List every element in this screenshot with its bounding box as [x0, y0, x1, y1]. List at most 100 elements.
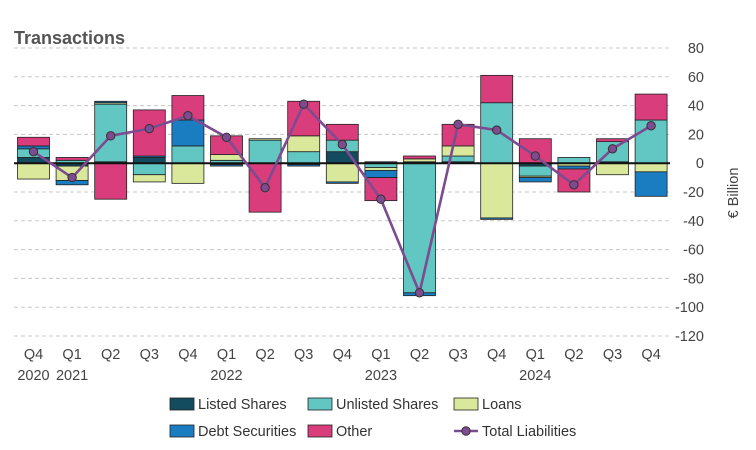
legend-swatch-loans: [453, 397, 479, 411]
y-tick-label: -100: [675, 300, 704, 316]
bar-other: [480, 74, 514, 104]
x-year-label: 2020: [17, 368, 49, 384]
bar-debt-securities: [171, 119, 205, 147]
bar-loans: [171, 162, 205, 184]
x-tick-label: Q4: [24, 347, 43, 363]
bar-debt-securities: [557, 165, 591, 170]
bar-debt-securities: [364, 169, 398, 178]
total-liabilities-point: [183, 110, 193, 121]
bar-other: [94, 162, 128, 200]
bar-unlisted-shares: [518, 165, 552, 177]
total-liabilities-point: [646, 121, 656, 131]
total-liabilities-point: [607, 144, 618, 154]
total-liabilities-point: [260, 182, 270, 193]
bar-unlisted-shares: [248, 139, 282, 164]
x-tick-label: Q2: [101, 347, 120, 363]
y-tick-label: -40: [683, 214, 704, 230]
y-tick-label: -60: [683, 243, 704, 259]
x-tick-label: Q3: [448, 347, 467, 363]
legend: Listed Shares Unlisted Shares Loans Debt Se…: [169, 397, 576, 440]
bar-loans: [480, 162, 514, 219]
x-year-label: 2021: [56, 368, 88, 384]
x-tick-label: Q4: [333, 347, 352, 363]
x-tick-label: Q4: [487, 347, 506, 363]
legend-label-loans: Loans: [482, 397, 522, 413]
y-tick-label: 40: [688, 99, 704, 115]
bar-unlisted-shares: [403, 162, 436, 294]
y-tick-label: 0: [696, 156, 704, 172]
bar-other: [403, 155, 436, 160]
legend-swatch-other: [307, 424, 333, 438]
bar-debt-securities: [518, 177, 552, 183]
legend-swatch-listed-shares: [169, 397, 195, 411]
y-tick-label: 20: [688, 127, 704, 143]
y-tick-label: -120: [675, 329, 704, 345]
legend-swatch-unlisted-shares: [307, 397, 333, 411]
total-liabilities-point: [376, 194, 386, 204]
x-tick-label: Q4: [178, 347, 197, 363]
y-tick-label: -80: [683, 271, 704, 287]
legend-label-listed-shares: Listed Shares: [198, 397, 287, 413]
bar-loans: [17, 162, 50, 180]
bar-other: [17, 136, 50, 147]
bar-debt-securities: [480, 217, 514, 220]
x-tick-label: Q1: [371, 347, 390, 363]
total-liabilities-point: [144, 123, 155, 134]
bar-unlisted-shares: [171, 145, 205, 164]
bar-loans: [441, 145, 475, 157]
total-liabilities-point: [106, 131, 116, 141]
bar-loans: [210, 154, 243, 161]
bar-debt-securities: [634, 171, 668, 197]
total-liabilities-point: [299, 99, 309, 109]
total-liabilities-point: [569, 180, 579, 190]
y-tick-label: 80: [688, 41, 704, 57]
total-liabilities-point: [492, 125, 502, 135]
bar-debt-securities: [325, 181, 359, 184]
x-tick-label: Q2: [564, 347, 583, 363]
bar-loans: [634, 162, 668, 173]
bar-debt-securities: [94, 100, 128, 104]
bar-debt-securities: [287, 164, 321, 167]
x-tick-label: Q4: [641, 347, 660, 363]
bar-loans: [403, 158, 436, 163]
total-liabilities-point: [337, 139, 347, 150]
bar-other: [55, 157, 89, 161]
bar-loans: [325, 162, 359, 183]
x-tick-label: Q3: [294, 347, 313, 363]
bar-loans: [132, 174, 166, 183]
bar-loans: [364, 167, 398, 171]
total-liabilities-point: [453, 119, 463, 130]
y-axis-label: € Billion: [726, 168, 742, 219]
total-liabilities-point: [221, 132, 232, 142]
legend-label-unlisted-shares: Unlisted Shares: [336, 397, 438, 413]
x-axis: Q4 2020 Q1 2021 Q2 Q3 Q4 Q1 2022 Q2 Q3 Q4 Q1 2023 Q2 Q3…: [17, 347, 660, 384]
bar-unlisted-shares: [441, 155, 475, 163]
x-tick-label: Q3: [140, 347, 159, 363]
total-liabilities-point: [530, 151, 540, 161]
bar-unlisted-shares: [287, 151, 321, 164]
x-year-label: 2023: [365, 368, 397, 384]
legend-marker-total-liabilities: [461, 426, 471, 436]
total-liabilities-point: [28, 146, 39, 157]
legend-label-other: Other: [336, 424, 372, 440]
bar-loans: [287, 135, 321, 153]
bar-loans: [248, 138, 282, 141]
bar-other: [634, 93, 668, 121]
x-year-label: 2024: [519, 368, 551, 384]
total-liabilities-point: [67, 172, 77, 183]
total-liabilities-line: [28, 99, 656, 298]
x-tick-label: Q1: [217, 347, 236, 363]
y-tick-label: -20: [683, 185, 704, 201]
x-tick-label: Q2: [255, 347, 274, 363]
legend-swatch-debt-securities: [169, 424, 195, 438]
bar-debt-securities: [210, 164, 243, 167]
x-tick-label: Q2: [410, 347, 429, 363]
legend-label-total-liabilities: Total Liabilities: [482, 424, 576, 440]
x-tick-label: Q1: [62, 347, 81, 363]
total-liabilities-point: [414, 288, 425, 298]
y-tick-label: 60: [688, 70, 704, 86]
x-tick-label: Q3: [603, 347, 622, 363]
chart-title: Transactions: [14, 28, 125, 48]
bar-unlisted-shares: [132, 162, 166, 176]
